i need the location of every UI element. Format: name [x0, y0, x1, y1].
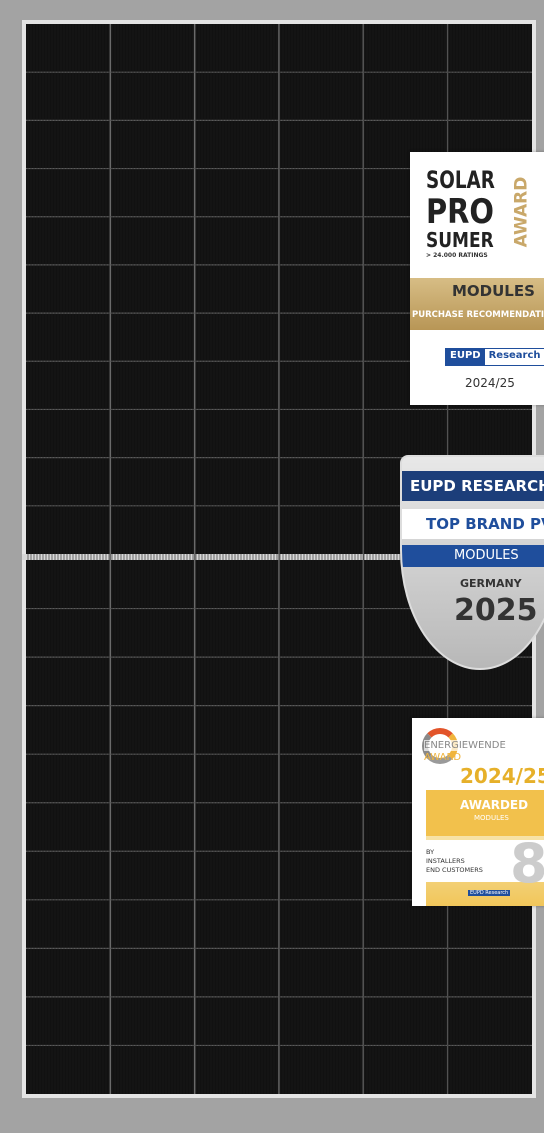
badge-text: 8	[510, 832, 544, 895]
eupd-logo: EUPD Research	[445, 348, 544, 366]
badge-text: PRO	[426, 192, 494, 232]
energiewende-badge: ENERGIEWENDE AWARD 2024/25 AWARDED MODUL…	[412, 718, 544, 906]
badge-text: PURCHASE RECOMMENDATION	[412, 310, 544, 320]
badge-text: MODULES	[452, 282, 535, 300]
badge-text: EUPD RESEARCH	[410, 477, 544, 495]
product-image: SOLAR PRO SUMER AWARD > 24.000 RATINGS M…	[0, 0, 544, 1133]
badge-text: 2024/25	[465, 376, 515, 390]
badge-text: ENERGIEWENDE	[424, 740, 506, 751]
badge-text: Research	[485, 349, 544, 365]
badge-text: GERMANY	[460, 577, 522, 590]
badge-text: BY	[426, 848, 434, 856]
badge-text: AWARD	[511, 177, 531, 248]
gold-band	[426, 790, 544, 836]
badge-text: MODULES	[454, 548, 519, 563]
badge-text: AWARDED	[460, 798, 528, 812]
prosumer-badge: SOLAR PRO SUMER AWARD > 24.000 RATINGS M…	[410, 152, 544, 405]
badge-text: END CUSTOMERS	[426, 866, 483, 874]
badge-text: INSTALLERS	[426, 857, 465, 865]
badge-text: SUMER	[426, 228, 494, 252]
badge-text: EUPD	[446, 349, 485, 365]
badge-text: EUPD Research	[468, 890, 510, 896]
badge-text: > 24.000 RATINGS	[426, 252, 488, 259]
badge-text: SOLAR	[426, 166, 495, 194]
badge-text: 2024/25	[460, 764, 544, 788]
badge-text: TOP BRAND PV	[426, 515, 544, 533]
badge-text: MODULES	[474, 814, 509, 822]
badge-text: AWARD	[424, 752, 461, 763]
badge-text: 2025	[454, 593, 538, 628]
